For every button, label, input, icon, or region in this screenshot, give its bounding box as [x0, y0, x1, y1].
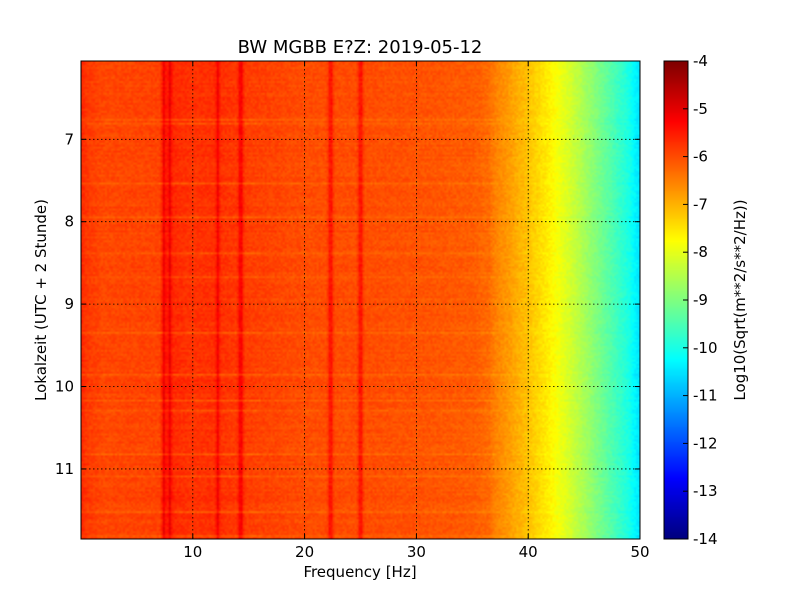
x-tick-label: 30: [407, 543, 426, 561]
y-axis-label: Lokalzeit (UTC + 2 Stunde): [32, 199, 50, 401]
spectrogram-heatmap: [81, 61, 640, 539]
x-tick-label: 20: [295, 543, 314, 561]
x-axis-ticks: 10 20 30 40 50: [183, 61, 650, 561]
x-tick-label: 40: [519, 543, 538, 561]
colorbar-tick-label: -11: [693, 387, 718, 405]
y-axis-ticks: 7 8 9 10 11: [55, 130, 640, 478]
x-tick-label: 50: [630, 543, 649, 561]
x-axis-label: Frequency [Hz]: [303, 563, 416, 581]
colorbar-ticks: -4 -5 -6 -7 -8 -9 -10 -11 -12 -13 -14: [683, 52, 718, 548]
colorbar-tick-label: -12: [693, 434, 718, 452]
grid-lines: [81, 61, 640, 539]
y-tick-label: 8: [64, 213, 74, 231]
colorbar-tick-label: -6: [693, 148, 708, 166]
plot-frame: [80, 60, 641, 540]
colorbar-tick-label: -7: [693, 195, 708, 213]
colorbar-tick-label: -14: [693, 530, 718, 548]
y-tick-label: 7: [64, 130, 74, 148]
colorbar-tick-label: -10: [693, 339, 718, 357]
x-tick-label: 10: [183, 543, 202, 561]
colorbar-tick-label: -8: [693, 243, 708, 261]
colorbar-label: Log10(Sqrt(m**2/s**2/Hz)): [731, 199, 749, 400]
y-tick-label: 10: [55, 378, 74, 396]
spectrogram-plot-area: 10 20 30 40 50 7 8 9 10 11: [55, 60, 650, 561]
colorbar-tick-label: -5: [693, 100, 708, 118]
y-tick-label: 9: [64, 295, 74, 313]
colorbar: -4 -5 -6 -7 -8 -9 -10 -11 -12 -13 -14: [663, 52, 718, 548]
colorbar-tick-label: -9: [693, 291, 708, 309]
y-tick-label: 11: [55, 460, 74, 478]
colorbar-tick-label: -13: [693, 482, 718, 500]
colorbar-tick-label: -4: [693, 52, 708, 70]
chart-title: BW MGBB E?Z: 2019-05-12: [238, 37, 483, 58]
